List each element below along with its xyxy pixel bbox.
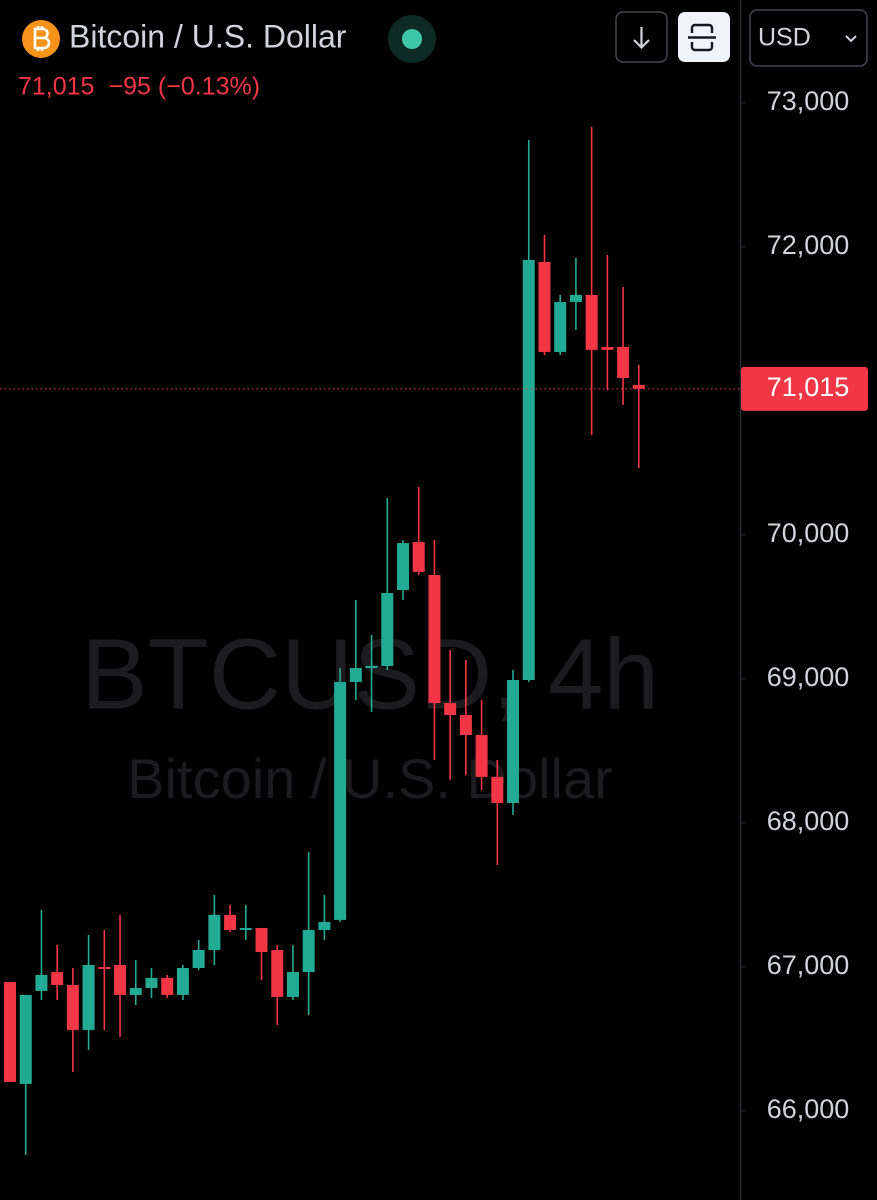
candle-body xyxy=(82,964,95,1030)
candle-body xyxy=(19,994,32,1084)
last-price-label: 71,015 xyxy=(767,372,850,402)
header-price: 71,015 xyxy=(18,73,94,101)
header-change-percent: (−0.13%) xyxy=(158,73,260,101)
candle-body xyxy=(208,914,221,951)
y-tick-label: 69,000 xyxy=(767,662,850,692)
candle-body xyxy=(98,966,111,969)
candle-body xyxy=(51,972,64,985)
scroll-button[interactable] xyxy=(615,11,668,63)
dropdown-frame[interactable] xyxy=(749,9,868,67)
y-tick-label: 67,000 xyxy=(767,950,850,980)
bitcoin-glyph xyxy=(33,26,51,51)
candle-body xyxy=(475,735,488,777)
y-tick-label: 66,000 xyxy=(767,1094,850,1124)
candle-body xyxy=(585,294,598,350)
price-axis: 66,000 67,000 68,000 69,000 70,000 72,000 73,0… xyxy=(741,86,868,1124)
candle-body xyxy=(145,977,158,989)
y-tick-label: 73,000 xyxy=(767,86,850,116)
candle-body xyxy=(114,964,127,995)
y-tick-label: 70,000 xyxy=(767,518,850,548)
candle-body xyxy=(161,977,174,995)
watermark-symbol: BTCUSD, 4h xyxy=(81,618,659,730)
header-change: −95 xyxy=(108,73,150,101)
last-price-badge xyxy=(741,366,868,411)
fullscreen-button[interactable] xyxy=(678,12,730,62)
candle-body xyxy=(286,972,299,997)
y-tick-label: 68,000 xyxy=(767,806,850,836)
candle-body xyxy=(617,346,630,379)
plot-area xyxy=(0,127,740,1155)
candle-body xyxy=(176,968,189,995)
candle-body xyxy=(365,666,378,669)
currency-dropdown[interactable]: USD xyxy=(749,9,868,67)
candle-body xyxy=(569,294,582,302)
candle-body xyxy=(459,714,472,736)
arrow-down-icon xyxy=(633,27,650,50)
candle-body xyxy=(507,679,520,803)
candle-body xyxy=(522,259,535,680)
candle-body xyxy=(381,593,394,667)
candle-body xyxy=(491,776,504,803)
candle-body xyxy=(35,974,48,991)
candle-body xyxy=(601,346,614,350)
currency-label: USD xyxy=(758,24,811,52)
candle-body xyxy=(255,927,268,953)
candle-body xyxy=(334,682,347,920)
candle-body xyxy=(349,668,362,683)
candle-body xyxy=(4,981,16,1082)
y-tick-label: 72,000 xyxy=(767,230,850,260)
candle-body xyxy=(397,543,409,590)
chevron-icon xyxy=(845,35,857,43)
candle-body xyxy=(554,301,567,352)
candle-body xyxy=(66,984,79,1030)
candle-body xyxy=(192,950,205,969)
candle-body xyxy=(444,703,457,715)
candle-body xyxy=(129,988,142,995)
candle-body xyxy=(538,261,551,352)
candle-body xyxy=(318,921,331,930)
symbol-title: Bitcoin / U.S. Dollar xyxy=(69,18,347,54)
market-status-dot xyxy=(402,29,422,49)
candle-body xyxy=(271,950,284,997)
symbol-icon xyxy=(22,20,60,58)
candle-body xyxy=(302,929,315,973)
candle-body xyxy=(428,575,441,704)
fullscreen-icon xyxy=(688,23,716,52)
candle-body xyxy=(412,542,425,572)
watermark: BTCUSD, 4h Bitcoin / U.S. Dollar xyxy=(81,618,659,809)
watermark-name: Bitcoin / U.S. Dollar xyxy=(127,747,613,810)
candle-body xyxy=(632,384,645,389)
candle-body xyxy=(239,927,252,930)
candle-body xyxy=(224,914,237,930)
